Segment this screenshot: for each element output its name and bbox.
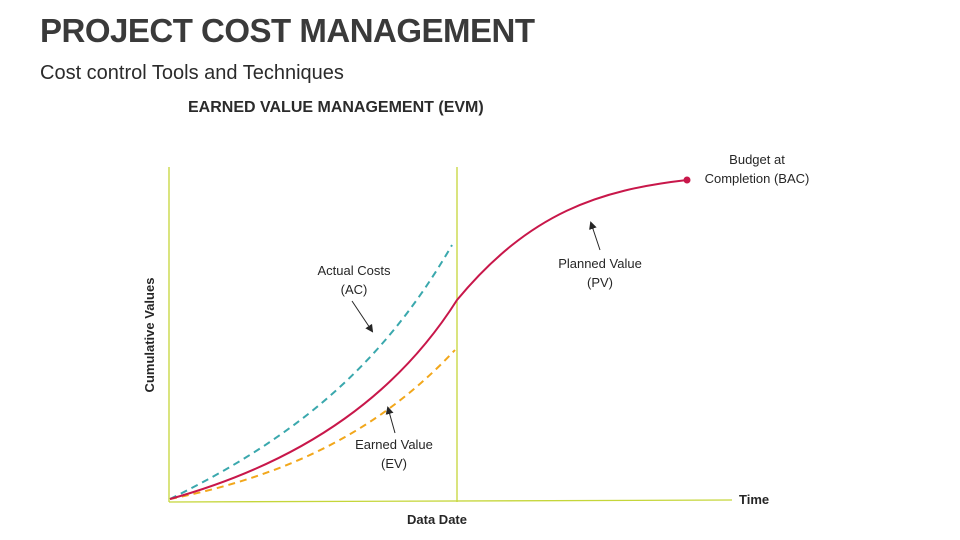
ac-arrow [351,300,374,333]
x-axis-line [168,499,733,503]
bac-point [683,176,691,184]
planned-value-curve [169,179,688,500]
pv-label-line2: (PV) [587,275,613,290]
bac-label-line1: Budget at [729,152,785,167]
actual-cost-curve [169,244,453,500]
page-subtitle: Cost control Tools and Techniques [40,62,344,84]
pv-label-line1: Planned Value [558,256,642,271]
pv-arrow [589,221,601,251]
earned-value-curve [169,349,456,500]
page-title: PROJECT COST MANAGEMENT [40,12,535,49]
ac-label-line2: (AC) [341,282,368,297]
bac-label-line2: Completion (BAC) [705,171,810,186]
ev-label-line2: (EV) [381,456,407,471]
x-axis-label: Time [739,492,769,507]
ev-label-line1: Earned Value [355,437,433,452]
ac-label-line1: Actual Costs [318,263,391,278]
y-axis-label: Cumulative Values [142,278,157,393]
diagram-title: EARNED VALUE MANAGEMENT (EVM) [188,99,484,116]
ev-arrow [385,406,396,434]
data-date-label: Data Date [407,512,467,527]
